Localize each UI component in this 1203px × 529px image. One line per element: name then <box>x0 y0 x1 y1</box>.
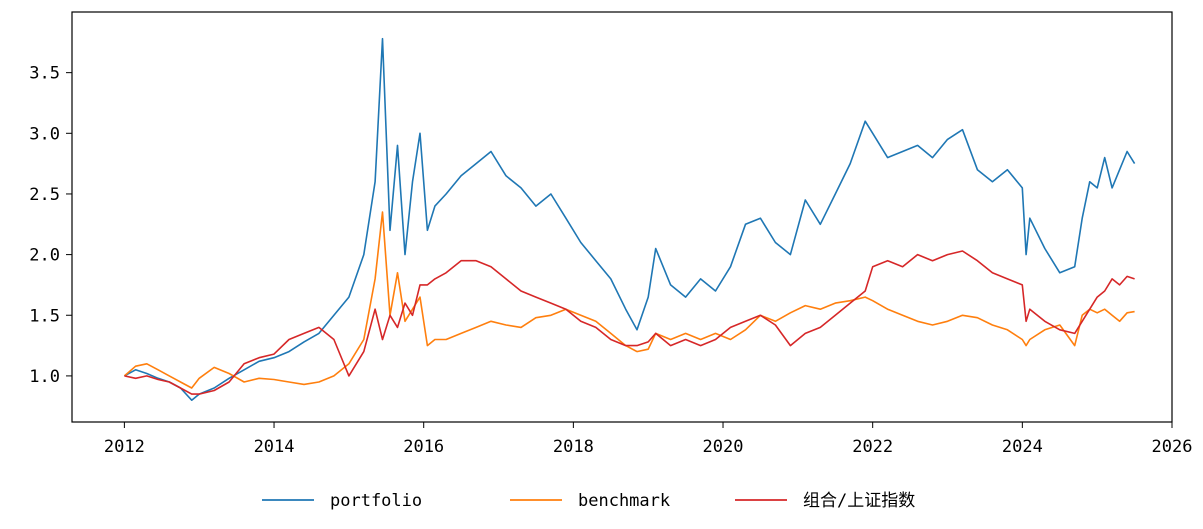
x-tick-label: 2020 <box>703 437 744 457</box>
x-tick-label: 2026 <box>1152 437 1193 457</box>
y-tick-label: 2.0 <box>29 246 60 266</box>
x-tick-label: 2018 <box>553 437 594 457</box>
y-tick-label: 2.5 <box>29 185 60 205</box>
y-tick-label: 1.5 <box>29 306 60 326</box>
plot-frame <box>71 11 1173 423</box>
legend: portfolio benchmark 组合/上证指数 <box>262 491 915 511</box>
legend-label-1: benchmark <box>578 491 670 511</box>
y-axis: 1.0 1.5 2.0 2.5 3.0 3.5 <box>29 64 72 387</box>
y-tick-label: 3.5 <box>29 64 60 84</box>
series-line-1 <box>123 211 1135 389</box>
x-tick-label: 2024 <box>1002 437 1043 457</box>
x-tick-label: 2012 <box>104 437 145 457</box>
x-tick-label: 2022 <box>852 437 893 457</box>
series-layer <box>123 37 1136 402</box>
y-tick-label: 3.0 <box>29 124 60 144</box>
x-tick-label: 2014 <box>254 437 295 457</box>
x-tick-label: 2016 <box>403 437 444 457</box>
legend-label-2: 组合/上证指数 <box>803 491 915 511</box>
series-line-2 <box>124 250 1135 395</box>
y-tick-label: 1.0 <box>29 367 60 387</box>
x-axis: 2012 2014 2016 2018 2020 2022 2024 2026 <box>104 422 1193 457</box>
series-line-0 <box>124 37 1136 402</box>
legend-label-0: portfolio <box>330 491 422 511</box>
